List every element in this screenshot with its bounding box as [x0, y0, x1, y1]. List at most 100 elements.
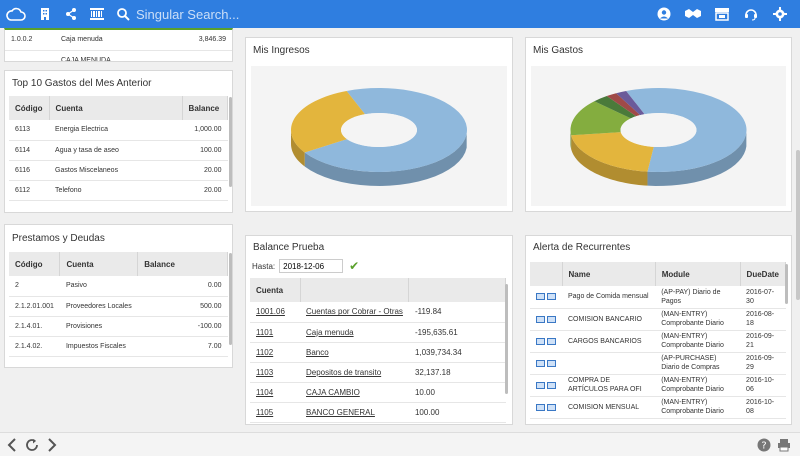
account-code-link[interactable]: 1102 [250, 342, 300, 363]
ingresos-donut-chart[interactable] [251, 66, 507, 206]
search-placeholder[interactable]: Singular Search... [136, 6, 240, 22]
edit-icon[interactable] [547, 403, 556, 411]
col-header-codigo[interactable]: Código [9, 252, 61, 276]
user-icon[interactable] [649, 0, 678, 28]
col-header-cuenta[interactable]: Cuenta [59, 252, 139, 276]
account-name-link[interactable]: Cuentas por Cobrar - Otras [300, 302, 409, 323]
gastos-donut-chart[interactable] [531, 66, 786, 206]
row-name: Telefono [49, 180, 183, 201]
row-name: Gastos Miscelaneos [49, 160, 183, 181]
credit-card-icon[interactable] [536, 381, 545, 389]
table-row[interactable]: 1001.06 Cuentas por Cobrar - Otras -119.… [250, 302, 506, 323]
table-row[interactable]: 1102 Banco 1,039,734.34 [250, 342, 506, 363]
account-code-link[interactable]: 1105 [250, 402, 300, 423]
table-row[interactable]: 6113 Energia Electrica 1,000.00 [9, 120, 228, 141]
row-module: (AP-PAY) Diario de Pagos [655, 286, 741, 309]
edit-icon[interactable] [547, 359, 556, 367]
table-scrollbar[interactable] [785, 264, 788, 304]
account-name-link[interactable]: Caja menuda [300, 322, 409, 343]
table-row[interactable]: 2.1.2.01.001 Proveedores Locales 500.00 [9, 296, 228, 317]
row-module: (AP-PURCHASE) Diario de Compras [655, 352, 741, 375]
account-name-link[interactable]: Banco [300, 342, 409, 363]
col-header-cuenta[interactable]: Cuenta [250, 278, 301, 302]
cloud-icon[interactable] [0, 0, 32, 28]
refresh-icon[interactable] [22, 433, 42, 456]
credit-card-icon[interactable] [536, 293, 545, 301]
col-header-name[interactable]: Name [562, 262, 656, 286]
table-row[interactable]: 1101 Caja menuda -195,635.61 [250, 322, 506, 343]
table-scrollbar[interactable] [505, 284, 508, 394]
account-code-link[interactable]: 1103 [250, 362, 300, 383]
prestamos-panel: Prestamos y Deudas Código Cuenta Balance… [4, 224, 233, 368]
row-date: 2016-10-08 [740, 396, 786, 419]
account-name-link[interactable]: Depositos de transito [300, 362, 409, 383]
account-name-link[interactable]: CAJA CAMBIO [300, 382, 409, 403]
table-row[interactable]: 6114 Agua y tasa de aseo 100.00 [9, 140, 228, 161]
edit-icon[interactable] [547, 337, 556, 345]
forward-icon[interactable] [42, 433, 62, 456]
row-value: 1,000.00 [182, 120, 228, 141]
table-row[interactable]: CARGOS BANCARIOS (MAN-ENTRY) Comprobante… [530, 330, 786, 353]
table-row[interactable]: COMISION MENSUAL (MAN-ENTRY) Comprobante… [530, 396, 786, 419]
check-icon[interactable]: ✔ [349, 259, 360, 273]
barcode-icon[interactable] [84, 0, 110, 28]
donut-hole [341, 113, 417, 147]
help-icon[interactable]: ? [754, 433, 774, 456]
donut-slice [616, 90, 645, 116]
table-row[interactable]: COMPRA DE ARTÍCULOS PARA OFI (MAN-ENTRY)… [530, 374, 786, 397]
table-row[interactable]: 1103 Depositos de transito 32,137.18 [250, 362, 506, 383]
back-icon[interactable] [2, 433, 22, 456]
table-row[interactable]: Pago de Comida mensual (AP-PAY) Diario d… [530, 286, 786, 309]
table-row[interactable]: 6112 Telefono 20.00 [9, 180, 228, 201]
credit-card-icon[interactable] [536, 403, 545, 411]
col-header-codigo[interactable]: Código [9, 96, 50, 120]
hasta-label: Hasta: [252, 261, 276, 271]
account-name-link[interactable]: BANCO GENERAL [300, 402, 409, 423]
account-code-link[interactable]: 1104 [250, 382, 300, 403]
table-row[interactable]: 6116 Gastos Miscelaneos 20.00 [9, 160, 228, 181]
col-header-name[interactable] [300, 278, 410, 302]
col-header-actions [530, 262, 563, 286]
account-code-link[interactable]: 1101 [250, 322, 300, 343]
table-row[interactable]: 2 Pasivo 0.00 [9, 276, 228, 297]
col-header-balance[interactable]: Balance [182, 96, 229, 120]
search-icon [116, 0, 130, 28]
building-icon[interactable] [32, 0, 58, 28]
row-value: 10.00 [408, 382, 506, 403]
gastos-panel: Mis Gastos [525, 37, 792, 212]
table-row[interactable]: 1104 CAJA CAMBIO 10.00 [250, 382, 506, 403]
table-scrollbar[interactable] [229, 97, 232, 187]
credit-card-icon[interactable] [536, 359, 545, 367]
edit-icon[interactable] [547, 381, 556, 389]
table-row[interactable]: 1105 BANCO GENERAL 100.00 [250, 402, 506, 423]
col-header-duedate[interactable]: DueDate [740, 262, 787, 286]
table-row[interactable]: COMISION BANCARIO (MAN-ENTRY) Comprobant… [530, 308, 786, 331]
page-scrollbar[interactable] [796, 150, 800, 300]
credit-card-icon[interactable] [536, 337, 545, 345]
search-bar[interactable]: Singular Search... [116, 0, 239, 28]
col-header-module[interactable]: Module [655, 262, 741, 286]
row-name [562, 352, 656, 375]
support-icon[interactable] [736, 0, 765, 28]
edit-icon[interactable] [547, 293, 556, 301]
row-value: 20.00 [182, 160, 228, 181]
share-icon[interactable] [58, 0, 84, 28]
recurrentes-table: Name Module DueDate Pago de Comida mensu… [530, 262, 787, 419]
print-icon[interactable] [774, 433, 794, 456]
panel-title: Mis Ingresos [253, 45, 310, 56]
credit-card-icon[interactable] [536, 315, 545, 323]
store-icon[interactable] [707, 0, 736, 28]
edit-icon[interactable] [547, 315, 556, 323]
account-code-link[interactable]: 1001.06 [250, 302, 300, 323]
table-scrollbar[interactable] [229, 253, 232, 345]
table-row[interactable]: 2.1.4.01. Provisiones -100.00 [9, 316, 228, 337]
row-value: -195,635.61 [408, 322, 506, 343]
handshake-icon[interactable] [678, 0, 707, 28]
hasta-date-input[interactable] [279, 259, 344, 273]
table-row[interactable]: (AP-PURCHASE) Diario de Compras 2016-09-… [530, 352, 786, 375]
col-header-balance[interactable]: Balance [137, 252, 228, 276]
col-header-cuenta[interactable]: Cuenta [49, 96, 183, 120]
col-header-value[interactable] [408, 278, 506, 302]
gear-icon[interactable] [765, 0, 794, 28]
table-row[interactable]: 2.1.4.02. Impuestos Fiscales 7.00 [9, 336, 228, 357]
